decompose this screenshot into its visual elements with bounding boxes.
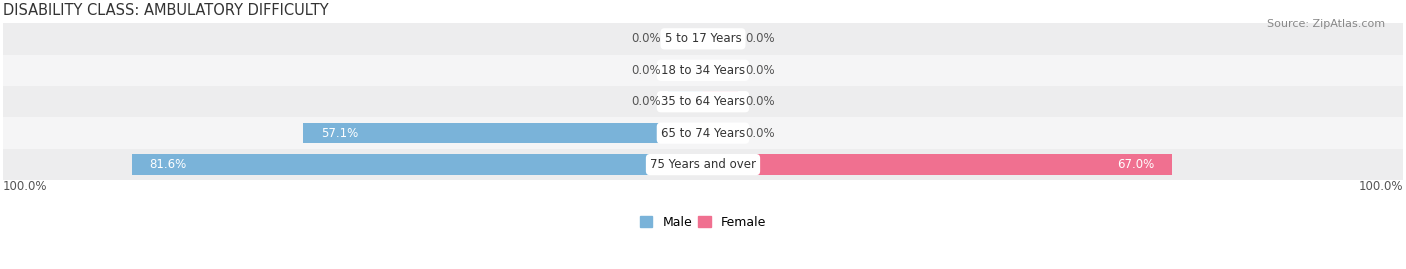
Text: 67.0%: 67.0% — [1118, 158, 1154, 171]
Bar — [703, 91, 738, 112]
Bar — [703, 154, 1173, 175]
Bar — [3, 149, 1403, 180]
Bar — [3, 55, 1403, 86]
Bar — [703, 29, 738, 49]
Text: 0.0%: 0.0% — [631, 32, 661, 45]
Text: 0.0%: 0.0% — [745, 127, 775, 140]
Bar — [668, 29, 703, 49]
Text: 57.1%: 57.1% — [321, 127, 359, 140]
Bar — [132, 154, 703, 175]
Bar — [668, 60, 703, 80]
Text: 0.0%: 0.0% — [745, 32, 775, 45]
Text: 0.0%: 0.0% — [631, 95, 661, 108]
Bar — [703, 123, 738, 143]
Text: 35 to 64 Years: 35 to 64 Years — [661, 95, 745, 108]
Text: 5 to 17 Years: 5 to 17 Years — [665, 32, 741, 45]
Text: 100.0%: 100.0% — [3, 180, 48, 193]
Text: 81.6%: 81.6% — [149, 158, 187, 171]
Text: 75 Years and over: 75 Years and over — [650, 158, 756, 171]
Text: Source: ZipAtlas.com: Source: ZipAtlas.com — [1267, 19, 1385, 29]
Text: 0.0%: 0.0% — [745, 64, 775, 77]
Text: 0.0%: 0.0% — [745, 95, 775, 108]
Text: 100.0%: 100.0% — [1358, 180, 1403, 193]
Bar — [668, 91, 703, 112]
Bar — [3, 23, 1403, 55]
Legend: Male, Female: Male, Female — [636, 211, 770, 234]
Text: DISABILITY CLASS: AMBULATORY DIFFICULTY: DISABILITY CLASS: AMBULATORY DIFFICULTY — [3, 3, 329, 18]
Text: 0.0%: 0.0% — [631, 64, 661, 77]
Bar — [304, 123, 703, 143]
Bar — [703, 60, 738, 80]
Bar — [3, 86, 1403, 118]
Bar — [3, 118, 1403, 149]
Text: 65 to 74 Years: 65 to 74 Years — [661, 127, 745, 140]
Text: 18 to 34 Years: 18 to 34 Years — [661, 64, 745, 77]
